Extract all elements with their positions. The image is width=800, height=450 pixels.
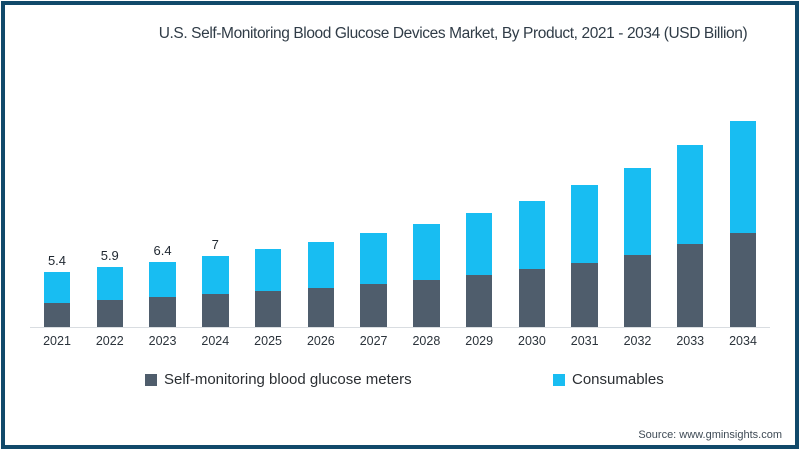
bar-segment-consumables [571,185,598,263]
bar-segment-consumables [43,271,71,303]
x-axis-tick-label: 2033 [676,334,705,348]
bar-2028 [413,223,440,327]
bar-segment-consumables [96,266,124,301]
bar-segment-meters [202,294,229,327]
bar-2032 [624,167,651,327]
bar-segment-meters [254,291,282,327]
bar-segment-consumables [149,261,176,298]
x-axis-tick-label: 2034 [729,334,757,348]
bar-segment-meters [360,284,387,327]
bar-segment-meters [413,280,440,327]
x-axis-tick-label: 2032 [623,334,652,348]
chart-title: U.S. Self-Monitoring Blood Glucose Devic… [158,25,748,42]
bar-segment-meters [43,302,71,327]
x-axis-tick-label: 2022 [95,334,124,348]
x-axis-tick-label: 2029 [465,334,494,348]
bar-2031 [571,185,598,327]
legend-label-consumables: Consumables [572,371,664,388]
x-axis-tick-label: 2023 [148,334,177,348]
bar-segment-consumables [360,233,387,285]
bar-2023 [149,261,176,327]
x-axis-tick-label: 2027 [359,334,388,348]
bar-2025 [254,249,282,327]
x-axis-tick-label: 2031 [570,334,599,348]
bar-segment-meters [149,297,176,327]
bar-value-label: 5.9 [100,247,119,263]
bar-segment-consumables [413,223,440,281]
bar-segment-consumables [307,242,335,289]
bar-2024 [202,255,229,327]
bar-segment-meters [307,288,335,327]
legend-marker-meters [145,373,157,386]
legend-item-consumables: Consumables [553,371,664,388]
bar-2033 [676,145,704,327]
source-attribution: Source: www.gminsights.com [638,429,782,441]
bar-segment-consumables [518,200,546,269]
bar-2034 [729,120,757,327]
x-axis-tick-label: 2024 [201,334,230,348]
legend-item-meters: Self-monitoring blood glucose meters [145,371,412,388]
bar-2022 [96,266,124,327]
x-axis-tick-label: 2025 [254,334,282,348]
legend-marker-consumables [553,373,565,386]
bar-segment-meters [624,254,651,327]
legend-label-meters: Self-monitoring blood glucose meters [164,371,412,388]
x-axis-tick-label: 2021 [43,334,71,348]
x-axis-tick-label: 2026 [306,334,335,348]
bar-segment-meters [676,244,704,327]
bar-value-label: 6.4 [153,242,172,258]
bar-2027 [360,233,387,327]
bar-value-label: 7 [211,236,219,252]
bar-2029 [465,212,493,327]
x-axis-tick-label: 2030 [518,334,546,348]
bar-segment-meters [571,262,598,327]
bar-segment-consumables [729,120,757,234]
bar-segment-consumables [676,145,704,245]
bar-segment-consumables [465,212,493,275]
bar-segment-consumables [202,255,229,295]
bar-segment-consumables [254,249,282,292]
bar-2030 [518,200,546,327]
legend: Self-monitoring blood glucose meters Con… [0,371,800,393]
bar-segment-meters [729,233,757,327]
bar-2026 [307,242,335,327]
bar-segment-meters [518,268,546,327]
bar-segment-consumables [624,167,651,255]
bar-segment-meters [465,274,493,327]
x-axis-tick-label: 2028 [412,334,441,348]
bar-2021 [43,271,71,327]
bar-segment-meters [96,300,124,327]
bar-value-label: 5.4 [47,252,67,268]
x-axis-line [30,327,770,328]
